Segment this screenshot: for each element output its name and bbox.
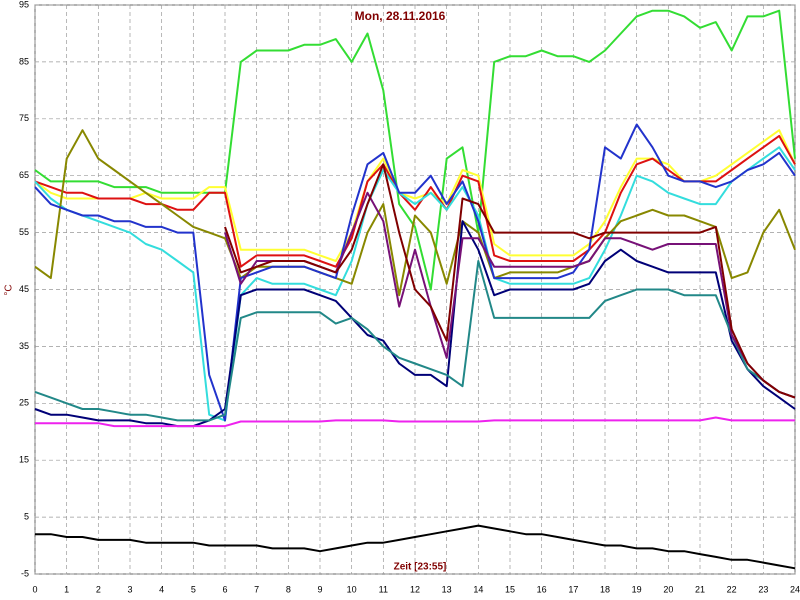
x-tick-label: 4 <box>159 584 164 594</box>
chart-title: Mon, 28.11.2016 <box>355 9 446 23</box>
series-line <box>34 220 796 428</box>
x-tick-label: 22 <box>727 584 737 594</box>
x-tick-label: 2 <box>96 584 101 594</box>
x-tick-label: 16 <box>537 584 547 594</box>
series-line <box>35 416 795 428</box>
x-tick-label: 17 <box>568 584 578 594</box>
y-tick-label: 15 <box>19 455 29 465</box>
x-tick-label: 13 <box>442 584 452 594</box>
y-tick-label: 55 <box>19 227 29 237</box>
x-tick-label: 14 <box>473 584 483 594</box>
x-tick-label: 6 <box>222 584 227 594</box>
series-line <box>224 163 796 399</box>
x-tick-label: 7 <box>254 584 259 594</box>
x-tick-label: 3 <box>127 584 132 594</box>
y-tick-label: 35 <box>19 341 29 351</box>
x-tick-label: 0 <box>32 584 37 594</box>
x-axis-label: Zeit [23:55] <box>394 562 447 573</box>
x-tick-label: 5 <box>191 584 196 594</box>
series-line <box>34 146 796 422</box>
y-tick-label: 95 <box>19 0 29 9</box>
x-tick-label: 18 <box>600 584 610 594</box>
x-tick-label: 19 <box>632 584 642 594</box>
y-tick-label: 25 <box>19 398 29 408</box>
x-tick-label: 20 <box>663 584 673 594</box>
y-tick-label: -5 <box>21 568 29 578</box>
series-line <box>34 260 796 422</box>
series-line <box>34 129 796 262</box>
series-line <box>34 123 796 422</box>
y-tick-label: 85 <box>19 56 29 66</box>
series-line <box>34 9 796 291</box>
y-tick-label: 75 <box>19 113 29 123</box>
x-tick-label: 9 <box>317 584 322 594</box>
series-line <box>35 524 796 570</box>
x-tick-label: 23 <box>758 584 768 594</box>
y-tick-label: 5 <box>24 511 29 521</box>
y-tick-label: 45 <box>19 284 29 294</box>
y-axis-label: °C <box>4 284 15 295</box>
x-tick-label: 1 <box>64 584 69 594</box>
x-tick-label: 10 <box>347 584 357 594</box>
x-tick-label: 21 <box>695 584 705 594</box>
y-tick-label: 65 <box>19 170 29 180</box>
x-tick-label: 12 <box>410 584 420 594</box>
x-tick-label: 24 <box>790 584 800 594</box>
x-tick-label: 11 <box>379 584 388 594</box>
x-tick-label: 8 <box>286 584 291 594</box>
series-line <box>34 129 796 297</box>
x-tick-label: 15 <box>505 584 515 594</box>
